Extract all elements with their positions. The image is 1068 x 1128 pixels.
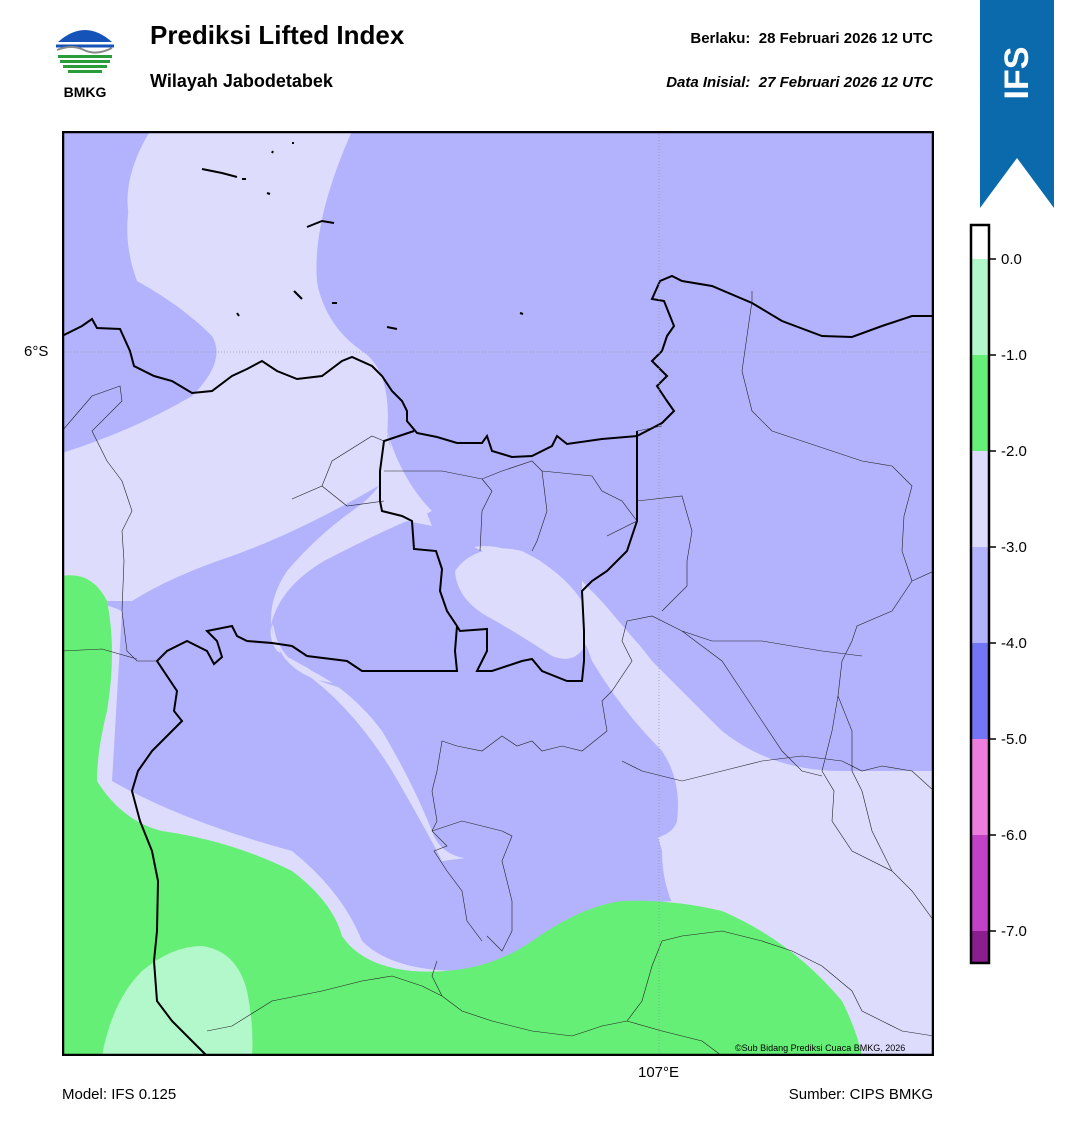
colorbar-band (971, 835, 989, 931)
colorbar-band (971, 931, 989, 963)
colorbar-tick-label: -5.0 (1001, 731, 1027, 748)
province-border (130, 430, 638, 1056)
colorbar-tick-label: 0.0 (1001, 251, 1022, 268)
lifted-index-map (62, 131, 934, 1056)
ifs-label-text: IFS (998, 47, 1036, 100)
init-time: Data Inisial: 27 Februari 2026 12 UTC (666, 74, 933, 91)
colorbar-tick-label: -7.0 (1001, 923, 1027, 940)
coastline-north (62, 274, 934, 459)
colorbar-tick-label: -3.0 (1001, 539, 1027, 556)
latitude-label: 6°S (24, 343, 49, 360)
purple-center (272, 521, 678, 860)
colorbar-band (971, 739, 989, 835)
ifs-label: IFS (998, 47, 1036, 100)
source-label: Sumber: CIPS BMKG (788, 1086, 933, 1103)
colorbar-tick-label: -6.0 (1001, 827, 1027, 844)
map-title: Prediksi Lifted Index (150, 20, 405, 50)
model-label: Model: IFS 0.125 (62, 1086, 177, 1103)
colorbar-band (971, 225, 989, 259)
valid-time: Berlaku: 28 Februari 2026 12 UTC (690, 30, 933, 47)
valid-label: Berlaku: (690, 30, 751, 47)
ifs-banner (980, 0, 1054, 208)
colorbar-band (971, 259, 989, 355)
colorbar-band (971, 355, 989, 451)
logo-text: BMKG (63, 84, 107, 100)
init-label: Data Inisial: (666, 74, 751, 91)
init-value: 27 Februari 2026 12 UTC (758, 74, 933, 91)
colorbar-band (971, 451, 989, 547)
bmkg-logo (54, 21, 116, 75)
colorbar-frame (969, 223, 991, 965)
valid-value: 28 Februari 2026 12 UTC (758, 30, 933, 47)
colorbar-tick-label: -4.0 (1001, 635, 1027, 652)
purple-center-inner-light (455, 548, 587, 659)
colorbar-tick-label: -2.0 (1001, 443, 1027, 460)
colorbar-band (971, 547, 989, 643)
contour-0-minus1 (102, 946, 253, 1056)
south-district-borders (206, 930, 934, 1056)
colorbar-legend: 0.0 -1.0 -2.0 -3.0 -4.0 -5.0 -6.0 -7.0 (969, 223, 1027, 965)
map-frame (62, 131, 934, 1056)
longitude-label: 107°E (638, 1064, 680, 1081)
map-subtitle: Wilayah Jabodetabek (150, 71, 333, 91)
contour-minus1-minus2-west (62, 575, 862, 1056)
purple-east (582, 369, 934, 766)
lavender-east-strip (582, 581, 934, 931)
map-credit: ©Sub Bidang Prediksi Cuaca BMKG, 2026 (735, 1043, 906, 1053)
colorbar-band (971, 643, 989, 739)
colorbar-tick-label: -1.0 (1001, 347, 1027, 364)
islands (201, 142, 524, 330)
district-borders (62, 291, 934, 952)
